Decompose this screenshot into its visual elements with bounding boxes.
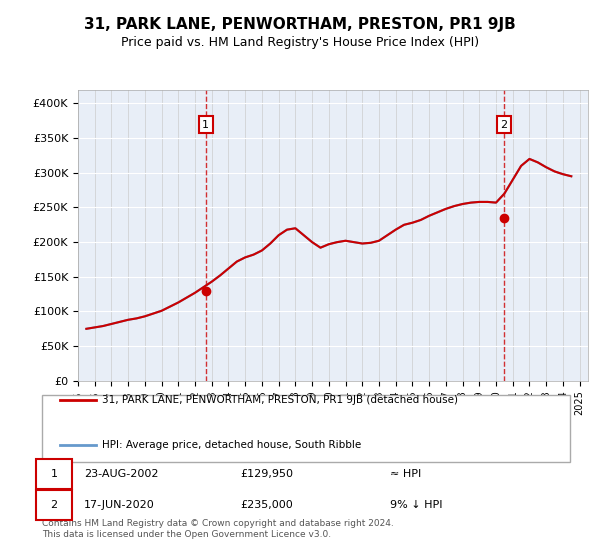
Text: 31, PARK LANE, PENWORTHAM, PRESTON, PR1 9JB: 31, PARK LANE, PENWORTHAM, PRESTON, PR1 …: [84, 17, 516, 32]
Text: ≈ HPI: ≈ HPI: [390, 469, 421, 479]
Text: 1: 1: [50, 469, 58, 479]
Text: 2: 2: [500, 119, 507, 129]
Text: HPI: Average price, detached house, South Ribble: HPI: Average price, detached house, Sout…: [102, 440, 361, 450]
Text: 17-JUN-2020: 17-JUN-2020: [84, 500, 155, 510]
Text: 31, PARK LANE, PENWORTHAM, PRESTON, PR1 9JB (detached house): 31, PARK LANE, PENWORTHAM, PRESTON, PR1 …: [102, 395, 458, 405]
Text: Contains HM Land Registry data © Crown copyright and database right 2024.
This d: Contains HM Land Registry data © Crown c…: [42, 519, 394, 539]
Text: Price paid vs. HM Land Registry's House Price Index (HPI): Price paid vs. HM Land Registry's House …: [121, 36, 479, 49]
Text: 2: 2: [50, 500, 58, 510]
Text: £235,000: £235,000: [240, 500, 293, 510]
Text: 9% ↓ HPI: 9% ↓ HPI: [390, 500, 443, 510]
Text: 23-AUG-2002: 23-AUG-2002: [84, 469, 158, 479]
Text: £129,950: £129,950: [240, 469, 293, 479]
Text: 1: 1: [202, 119, 209, 129]
